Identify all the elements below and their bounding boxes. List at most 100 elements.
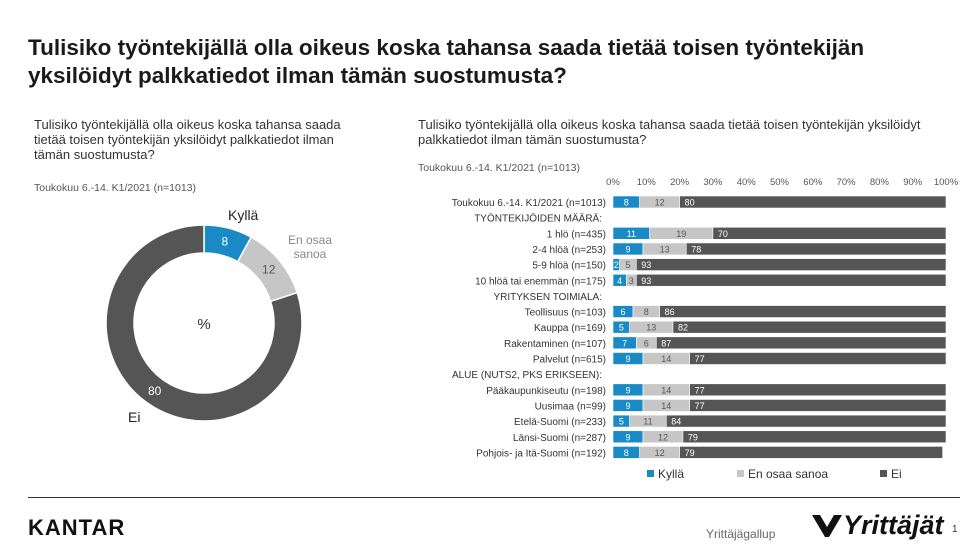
x-tick-label: 80% <box>870 177 890 188</box>
bar-value-label: 12 <box>658 432 668 442</box>
bar-value-label: 5 <box>619 417 624 427</box>
bar-value-label: 6 <box>620 307 625 317</box>
row-label: Pääkaupunkiseutu (n=198) <box>486 386 606 397</box>
legend-swatch <box>737 470 744 477</box>
legend-label: Kyllä <box>658 467 684 481</box>
bar-segment <box>679 446 943 459</box>
row-label: 5-9 hlöä (n=150) <box>532 261 606 272</box>
legend-label: Ei <box>891 467 902 481</box>
group-header: ALUE (NUTS2, PKS ERIKSEEN): <box>452 370 602 381</box>
bar-value-label: 3 <box>629 276 634 286</box>
bar-segment <box>679 195 947 209</box>
yrittajat-logo-icon <box>812 515 842 537</box>
bar-value-label: 79 <box>685 448 695 458</box>
donut-label-0: Kyllä <box>228 207 259 223</box>
donut-chart: 8 12 80 Kyllä En osaa sanoa Ei% <box>105 207 332 425</box>
row-label: Palvelut (n=615) <box>533 355 606 366</box>
bar-value-label: 87 <box>661 338 671 348</box>
bar-segment <box>689 383 947 397</box>
bar-segment <box>689 352 947 365</box>
row-label: Kauppa (n=169) <box>534 323 606 334</box>
stacked-bar-chart: 0% 10% 20% 30% 40% 50% 60% 70% 80% 90% 100% Toukoku… <box>452 177 959 481</box>
row-label: Toukokuu 6.-14. K1/2021 (n=1013) <box>452 198 606 209</box>
row-label: Rakentaminen (n=107) <box>504 339 606 350</box>
yrittajat-logo: Yrittäjät <box>843 510 944 540</box>
bar-value-label: 19 <box>676 229 686 239</box>
bar-value-label: 12 <box>655 198 665 208</box>
group-header: YRITYKSEN TOIMIALA: <box>493 292 602 303</box>
x-tick-label: 40% <box>737 177 757 188</box>
bar-value-label: 4 <box>617 276 622 286</box>
bar-value-label: 7 <box>622 338 627 348</box>
bar-segment <box>665 414 947 428</box>
kantar-logo: KANTAR <box>28 515 126 540</box>
group-header: TYÖNTEKIJÖIDEN MÄÄRÄ: <box>474 213 602 225</box>
bar-value-label: 9 <box>625 432 630 442</box>
donut-center-label: % <box>197 316 210 333</box>
bar-value-label: 2 <box>614 260 619 270</box>
x-tick-label: 0% <box>606 177 620 188</box>
donut-value-1: 12 <box>262 262 276 276</box>
x-tick-label: 30% <box>703 177 723 188</box>
footer-label: Yrittäjägallup <box>706 527 776 541</box>
bar-value-label: 13 <box>660 244 670 254</box>
row-label: 10 hlöä tai enemmän (n=175) <box>475 276 606 287</box>
row-label: Länsi-Suomi (n=287) <box>513 433 606 444</box>
row-label: Etelä-Suomi (n=233) <box>514 417 606 428</box>
donut-chart-subtitle: Toukokuu 6.-14. K1/2021 (n=1013) <box>34 182 196 194</box>
bar-value-label: 9 <box>625 385 630 395</box>
bar-value-label: 86 <box>665 307 675 317</box>
legend-label: En osaa sanoa <box>748 467 828 481</box>
bar-value-label: 84 <box>671 417 681 427</box>
x-tick-label: 50% <box>770 177 790 188</box>
bar-value-label: 77 <box>695 401 705 411</box>
x-tick-label: 20% <box>670 177 690 188</box>
bar-segment <box>672 320 947 334</box>
donut-slice-2 <box>105 224 303 422</box>
donut-value-2: 80 <box>148 384 162 398</box>
bar-value-label: 12 <box>655 448 665 458</box>
bar-value-label: 77 <box>695 385 705 395</box>
bar-value-label: 11 <box>643 417 652 427</box>
bar-value-label: 93 <box>641 260 651 270</box>
x-tick-label: 70% <box>837 177 857 188</box>
donut-label-1: En osaa sanoa <box>288 233 332 261</box>
bar-value-label: 6 <box>644 338 649 348</box>
bar-value-label: 9 <box>625 244 630 254</box>
bar-value-label: 79 <box>688 432 698 442</box>
bar-segment <box>659 305 947 318</box>
donut-value-0: 8 <box>222 235 229 249</box>
bar-value-label: 70 <box>718 229 728 239</box>
bar-value-label: 13 <box>646 323 656 333</box>
bar-value-label: 14 <box>661 385 671 395</box>
bar-value-label: 80 <box>685 198 695 208</box>
bar-value-label: 78 <box>691 244 701 254</box>
bar-segment <box>655 336 947 350</box>
bar-segment <box>636 273 947 287</box>
x-tick-label: 90% <box>903 177 923 188</box>
row-label: Pohjois- ja Itä-Suomi (n=192) <box>476 448 606 459</box>
bar-segment <box>685 242 947 256</box>
page-number: 1 <box>952 524 958 535</box>
bar-value-label: 9 <box>625 401 630 411</box>
bar-value-label: 82 <box>678 323 688 333</box>
row-label: 2-4 hlöä (n=253) <box>532 245 606 256</box>
bar-value-label: 14 <box>661 354 671 364</box>
bar-segment <box>689 399 947 412</box>
bar-value-label: 11 <box>627 229 636 239</box>
donut-chart-title: Tulisiko työntekijällä olla oikeus koska… <box>34 117 341 162</box>
bar-segment <box>636 258 947 271</box>
bar-chart-title: Tulisiko työntekijällä olla oikeus koska… <box>418 117 921 147</box>
legend-swatch <box>880 470 887 477</box>
x-tick-label: 10% <box>637 177 657 188</box>
bar-value-label: 77 <box>695 354 705 364</box>
bar-value-label: 8 <box>624 198 629 208</box>
donut-label-2: Ei <box>128 409 140 425</box>
legend-swatch <box>647 470 654 477</box>
bar-value-label: 14 <box>661 401 671 411</box>
bar-value-label: 8 <box>644 307 649 317</box>
page-title: Tulisiko työntekijällä olla oikeus koska… <box>28 35 865 88</box>
row-label: Teollisuus (n=103) <box>525 308 606 319</box>
row-label: Uusimaa (n=99) <box>535 401 606 412</box>
bar-chart-subtitle: Toukokuu 6.-14. K1/2021 (n=1013) <box>418 162 580 174</box>
